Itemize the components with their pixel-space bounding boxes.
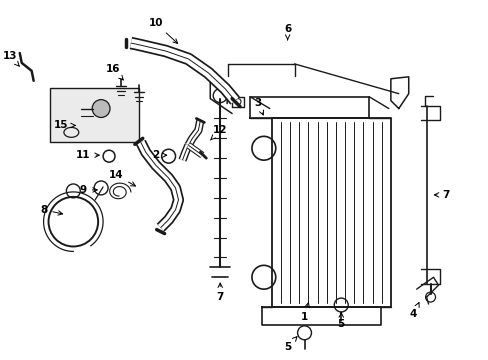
Text: 7: 7: [433, 190, 449, 200]
Text: 16: 16: [105, 64, 123, 80]
Text: 5: 5: [337, 313, 344, 329]
Text: 11: 11: [76, 150, 99, 160]
Text: 4: 4: [409, 302, 418, 319]
Text: 10: 10: [148, 18, 177, 44]
Circle shape: [92, 100, 110, 117]
Text: 7: 7: [216, 283, 224, 302]
Text: 15: 15: [54, 121, 75, 130]
Text: 6: 6: [284, 24, 291, 40]
Bar: [49, 88, 139, 142]
Text: 12: 12: [210, 125, 227, 140]
Text: 3: 3: [254, 98, 263, 115]
Text: 13: 13: [2, 51, 19, 66]
Text: 8: 8: [40, 205, 62, 215]
Text: 1: 1: [300, 303, 309, 322]
Text: 9: 9: [80, 185, 97, 195]
Text: 2: 2: [152, 150, 166, 160]
Text: 14: 14: [108, 170, 135, 186]
Text: 5: 5: [284, 337, 296, 352]
